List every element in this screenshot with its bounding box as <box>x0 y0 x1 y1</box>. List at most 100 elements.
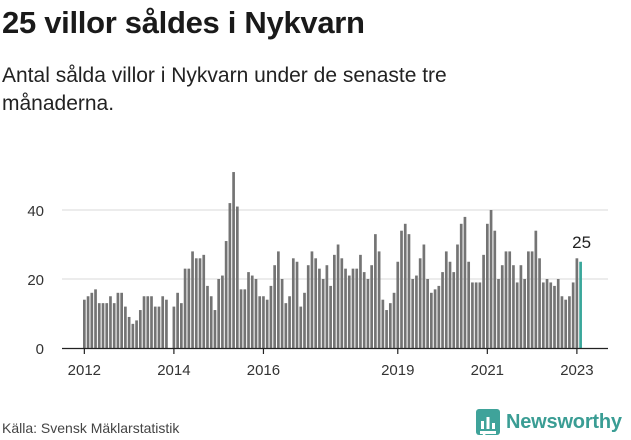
bar <box>545 279 549 348</box>
bars <box>83 172 582 348</box>
bar <box>523 279 526 348</box>
bar <box>381 299 385 348</box>
bar <box>377 251 381 348</box>
chart-title: 25 villor såldes i Nykvarn <box>2 5 365 40</box>
bar <box>336 244 340 348</box>
bar <box>295 261 299 348</box>
bar <box>243 289 247 348</box>
bar <box>228 203 232 348</box>
x-tick-label: 2021 <box>471 362 504 379</box>
x-tick-label: 2023 <box>560 362 593 379</box>
bar <box>258 296 262 348</box>
bar <box>269 285 273 348</box>
bar <box>254 279 258 348</box>
bar <box>422 244 426 348</box>
bar <box>232 172 235 348</box>
bar <box>456 244 459 348</box>
bar <box>418 258 422 348</box>
bar <box>515 282 519 348</box>
bar <box>351 268 355 348</box>
bar <box>374 234 377 348</box>
bar <box>224 241 228 348</box>
y-tick-label: 0 <box>36 341 44 358</box>
bar <box>459 223 463 348</box>
bar <box>355 268 359 348</box>
bar <box>571 282 575 348</box>
bar <box>306 265 310 348</box>
annotations: 25 <box>572 233 591 252</box>
bar <box>441 272 444 348</box>
source-note: Källa: Svensk Mäklarstatistik <box>2 420 180 436</box>
bar <box>485 223 489 348</box>
bar <box>474 282 478 348</box>
bar <box>433 289 437 348</box>
bar <box>153 306 157 348</box>
bar <box>299 306 303 348</box>
newsworthy-icon <box>476 409 500 437</box>
bar <box>265 299 269 348</box>
bar <box>165 299 168 348</box>
bar <box>471 282 474 348</box>
brand-logo[interactable]: Newsworthy <box>476 407 622 437</box>
bar <box>194 258 198 348</box>
bar <box>150 296 153 348</box>
bar <box>493 230 497 348</box>
bar <box>556 279 560 348</box>
bar <box>235 206 239 348</box>
bar <box>504 251 508 348</box>
bar <box>176 292 179 348</box>
bar <box>86 296 90 348</box>
bar <box>489 210 493 348</box>
bar <box>221 275 224 348</box>
bar <box>318 268 321 348</box>
bar <box>262 296 265 348</box>
bar <box>568 296 571 348</box>
bar <box>112 303 116 348</box>
bar <box>560 296 564 348</box>
x-axis: 2012 2014 2016 2019 2021 2023 <box>62 347 608 379</box>
bar <box>288 296 291 348</box>
bar <box>444 251 448 348</box>
x-tick-label: 2012 <box>68 362 101 379</box>
bar <box>366 279 370 348</box>
bar <box>564 299 568 348</box>
bar <box>467 261 471 348</box>
bar <box>101 303 105 348</box>
bar <box>138 310 142 348</box>
bar <box>370 265 373 348</box>
bar <box>146 296 150 348</box>
bar <box>388 303 392 348</box>
bar <box>135 320 138 348</box>
bar <box>411 279 415 348</box>
bar <box>508 251 512 348</box>
bar <box>284 303 288 348</box>
bar <box>512 265 515 348</box>
bar <box>180 303 183 348</box>
bar <box>575 258 579 348</box>
bar <box>519 265 523 348</box>
bar <box>430 292 433 348</box>
highlight-value-label: 25 <box>572 233 591 252</box>
bar <box>198 258 202 348</box>
bar <box>239 289 243 348</box>
bar <box>362 272 366 348</box>
bar <box>359 254 362 348</box>
bar <box>437 285 441 348</box>
bar <box>452 272 456 348</box>
bar <box>247 272 250 348</box>
bar <box>325 265 329 348</box>
bar <box>314 258 318 348</box>
bar <box>183 268 187 348</box>
bar <box>500 265 504 348</box>
x-tick-label: 2014 <box>157 362 190 379</box>
bar <box>97 303 101 348</box>
bar <box>157 306 161 348</box>
bar <box>202 254 206 348</box>
bar <box>527 251 530 348</box>
bar <box>385 310 388 348</box>
bar <box>291 258 295 348</box>
bar <box>396 261 400 348</box>
bar <box>213 310 217 348</box>
bar <box>120 292 123 348</box>
bar <box>124 306 127 348</box>
